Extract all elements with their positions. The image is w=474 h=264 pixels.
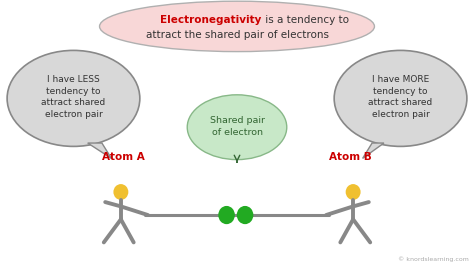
Polygon shape [88, 143, 111, 158]
Ellipse shape [113, 184, 128, 200]
Ellipse shape [334, 50, 467, 147]
Text: I have LESS
tendency to
attract shared
electron pair: I have LESS tendency to attract shared e… [41, 75, 106, 119]
Ellipse shape [346, 184, 361, 200]
Text: attract the shared pair of electrons: attract the shared pair of electrons [146, 30, 328, 40]
Ellipse shape [237, 206, 253, 224]
Ellipse shape [7, 50, 140, 147]
Ellipse shape [219, 206, 235, 224]
Text: Atom B: Atom B [329, 152, 372, 162]
Polygon shape [363, 143, 384, 158]
Text: © knordslearning.com: © knordslearning.com [398, 256, 469, 262]
Text: Electronegativity: Electronegativity [160, 15, 262, 25]
Ellipse shape [187, 95, 287, 160]
Text: Atom A: Atom A [102, 152, 145, 162]
Text: I have MORE
tendency to
attract shared
electron pair: I have MORE tendency to attract shared e… [368, 75, 433, 119]
Ellipse shape [100, 1, 374, 51]
Text: is a tendency to: is a tendency to [262, 15, 349, 25]
Text: Shared pair
of electron: Shared pair of electron [210, 116, 264, 137]
